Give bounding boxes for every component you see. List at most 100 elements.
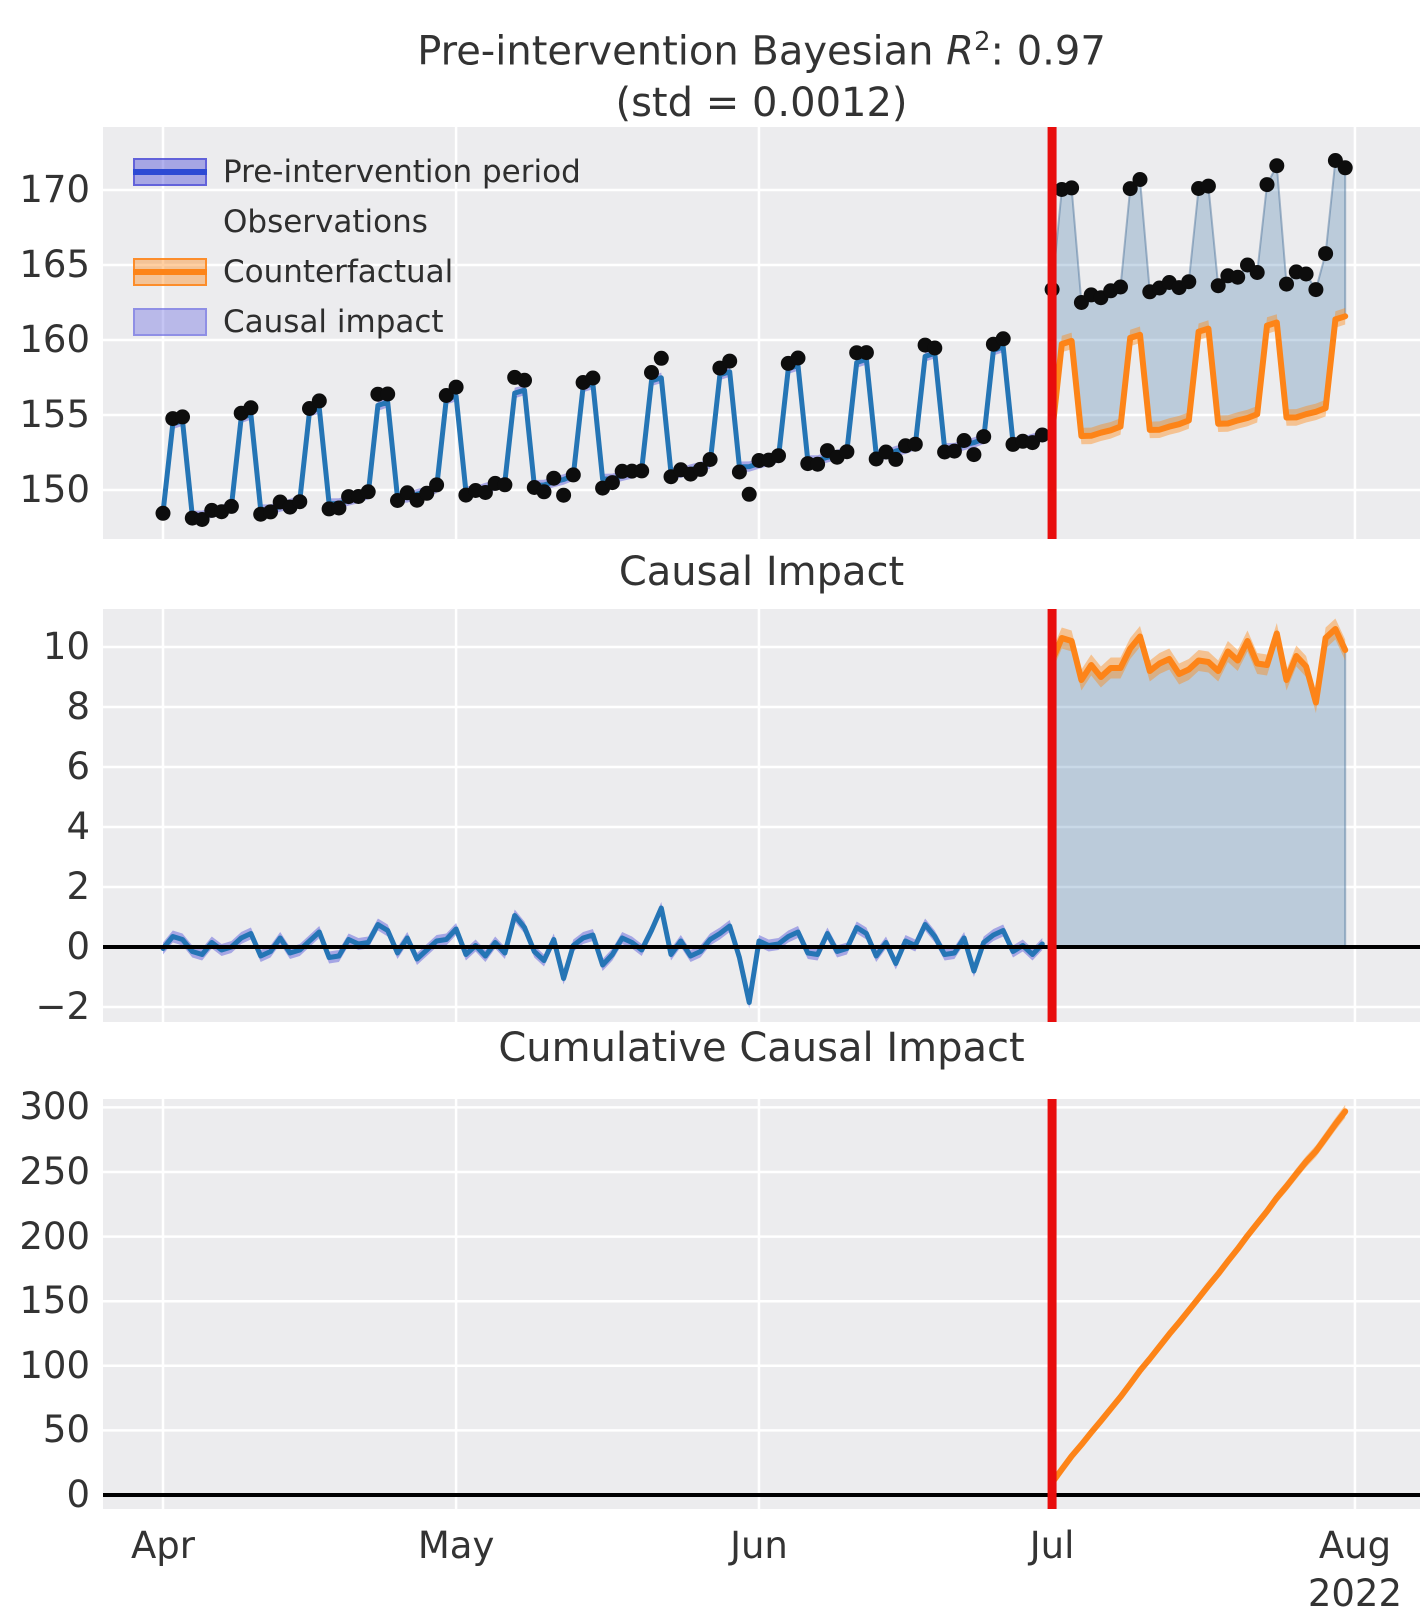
observation-dot — [311, 393, 327, 409]
observation-dot — [1308, 282, 1324, 298]
observation-dot — [585, 370, 601, 386]
observation-dot — [546, 470, 562, 486]
observation-dot — [438, 388, 454, 403]
observation-dot — [722, 353, 738, 369]
observation-dot — [1259, 177, 1275, 193]
observation-dot — [946, 443, 962, 459]
observation-dot — [790, 350, 806, 366]
y-tick-label: 10 — [42, 625, 90, 668]
observation-dot — [702, 452, 718, 467]
y-tick-label: 170 — [19, 168, 90, 211]
observation-dot — [692, 461, 708, 477]
counterfactual-line — [1049, 1108, 1349, 1486]
observation-dot — [1200, 178, 1216, 194]
legend-label: Pre-intervention period — [223, 153, 581, 190]
legend-item-counterfactual: Counterfactual — [133, 247, 581, 297]
observations-dot-swatch-icon — [133, 208, 207, 236]
y-tick-label: 4 — [66, 805, 90, 848]
y-tick-label: 250 — [19, 1150, 90, 1193]
observation-dot — [907, 436, 923, 452]
observation-dot — [771, 448, 786, 464]
legend-item-observations: Observations — [133, 197, 581, 247]
counterfactual-line — [1049, 313, 1349, 439]
legend-label: Counterfactual — [223, 253, 454, 290]
plot-area — [103, 609, 1420, 1022]
observation-dot — [741, 486, 757, 502]
observation-dot — [1064, 180, 1080, 196]
legend-item-causal-impact: Causal impact — [133, 297, 581, 347]
observation-dot — [448, 379, 464, 395]
observation-dot — [223, 498, 239, 514]
y-tick-label: 200 — [19, 1214, 90, 1258]
y-tick-label: 150 — [19, 1279, 90, 1323]
x-tick-label: May — [417, 1524, 495, 1567]
x-tick-label: Apr — [130, 1524, 196, 1567]
observation-dot — [1230, 269, 1246, 285]
observation-dot — [1181, 274, 1197, 290]
observation-dot — [263, 504, 278, 520]
impact-subplot-title: Causal Impact — [618, 549, 905, 595]
observation-dot — [995, 331, 1011, 347]
x-tick-label: Jun — [730, 1524, 788, 1567]
cumulative-subplot-title: Cumulative Causal Impact — [498, 1025, 1025, 1071]
observation-dot — [1122, 181, 1138, 197]
observation-dot — [888, 451, 904, 467]
observation-dot — [243, 400, 259, 416]
counterfactual-line — [1049, 626, 1349, 706]
observations-scatter — [155, 153, 1353, 527]
subplot-2 — [103, 1099, 1420, 1509]
observation-dot — [497, 477, 513, 493]
observation-dot — [429, 477, 445, 493]
observation-dot — [1113, 279, 1128, 295]
observation-dot — [380, 386, 396, 402]
observation-dot — [966, 447, 982, 463]
causal-impact-band-swatch-icon — [133, 308, 207, 336]
y-tick-label: 165 — [19, 243, 90, 286]
observation-dot — [536, 484, 552, 500]
observation-dot — [1132, 172, 1148, 187]
y-tick-label: 160 — [19, 318, 90, 361]
observation-dot — [604, 475, 620, 491]
y-tick-label: 0 — [66, 925, 90, 968]
observation-dot — [956, 433, 972, 448]
observation-dot — [565, 467, 581, 483]
observation-dot — [653, 350, 669, 366]
legend: Pre-intervention period Observations Cou… — [133, 147, 581, 347]
observation-dot — [1034, 427, 1050, 443]
observation-dot — [1318, 246, 1334, 262]
y-tick-label: 155 — [19, 393, 90, 436]
observation-dot — [731, 464, 747, 480]
y-tick-label: 6 — [66, 745, 90, 788]
title-line-2: (std = 0.0012) — [615, 80, 908, 127]
y-tick-label: 100 — [19, 1343, 90, 1387]
pre-intervention-band-swatch-icon — [133, 158, 207, 186]
observation-dot — [810, 456, 826, 472]
y-tick-label: 50 — [42, 1408, 90, 1452]
y-tick-label: 8 — [66, 685, 90, 728]
observation-dot — [1279, 276, 1294, 292]
subplot-1 — [103, 609, 1420, 1022]
page-title: Pre-intervention Bayesian R2: 0.97 (std … — [103, 16, 1420, 129]
observation-dot — [175, 409, 190, 425]
observation-dot — [976, 429, 992, 445]
observation-dot — [839, 444, 855, 460]
observation-dot — [556, 487, 572, 503]
legend-item-pre-intervention: Pre-intervention period — [133, 147, 581, 197]
y-tick-label: 300 — [19, 1085, 90, 1129]
y-tick-label: 2 — [66, 865, 90, 908]
subplot-0 — [103, 127, 1420, 539]
legend-label: Observations — [223, 203, 428, 240]
observation-dot — [292, 494, 308, 510]
title-line-1: Pre-intervention Bayesian R2: 0.97 — [417, 27, 1106, 75]
observation-dot — [1269, 158, 1285, 174]
observation-dot — [634, 463, 650, 479]
observation-dot — [1337, 160, 1353, 176]
observation-dot — [477, 485, 493, 500]
observation-dot — [360, 484, 376, 500]
legend-label: Causal impact — [223, 303, 444, 340]
x-tick-label: Aug — [1318, 1524, 1392, 1567]
counterfactual-band-swatch-icon — [133, 258, 207, 286]
y-tick-label: 0 — [66, 1473, 90, 1516]
